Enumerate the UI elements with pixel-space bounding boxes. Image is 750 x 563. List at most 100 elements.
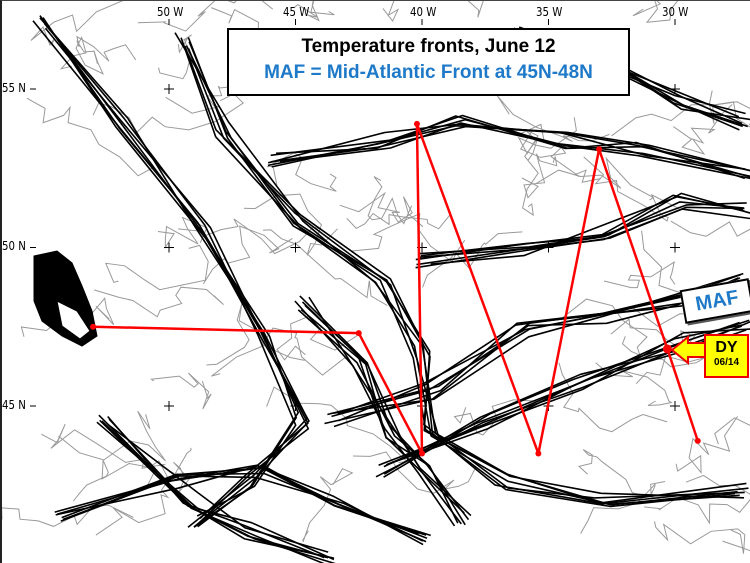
grid-cross [164, 242, 174, 253]
front-line [299, 295, 470, 521]
front-line [96, 421, 335, 561]
contour-line [137, 1, 274, 32]
title-line-2: MAF = Mid-Atlantic Front at 45N-48N [264, 62, 593, 83]
contour-line [76, 35, 137, 62]
contour-line [105, 244, 209, 291]
contour-line [302, 468, 354, 543]
contour-line [26, 97, 154, 177]
lon-label-30w: 30 W [662, 5, 689, 19]
front-line [267, 125, 750, 172]
front-line [101, 420, 325, 559]
grid-cross [290, 401, 301, 411]
contour-line [95, 460, 170, 536]
contour-line [243, 193, 338, 256]
lat-label-45n: 45 N [2, 398, 26, 412]
contour-line [58, 410, 167, 462]
current-position-marker [662, 344, 672, 354]
contour-line [673, 104, 733, 155]
contour-line [150, 372, 212, 410]
front-line [418, 208, 750, 259]
contour-line [346, 212, 450, 230]
contour-line [560, 298, 648, 356]
grid-cross [543, 242, 554, 253]
contour-line [93, 286, 224, 318]
front-line [44, 27, 309, 520]
front-line [294, 300, 456, 527]
front-line [108, 418, 335, 559]
track-point [355, 330, 362, 337]
contour-line [670, 220, 750, 237]
contour-line [73, 460, 157, 502]
contour-line [496, 95, 610, 142]
lon-label-50w: 50 W [157, 5, 184, 19]
front-line [279, 122, 750, 177]
contour-line [211, 327, 346, 377]
front-line [275, 115, 746, 180]
dy-date: 06/14 [713, 357, 740, 368]
track-point [413, 120, 420, 127]
contour-line [352, 451, 477, 494]
contour-line [20, 297, 115, 337]
contour-line [654, 521, 746, 554]
contour-line [158, 34, 192, 80]
grid-cross [670, 242, 680, 253]
contour-line [577, 449, 660, 500]
newfoundland-peninsula [56, 300, 91, 340]
front-line [99, 419, 329, 559]
contour-line [632, 1, 679, 23]
contour-line [367, 176, 413, 225]
contour-line [517, 117, 577, 161]
contour-line [685, 474, 750, 495]
grid-cross [670, 401, 680, 411]
dy-callout: DY 06/14 [704, 334, 749, 378]
lat-label-55n: 55 N [2, 81, 26, 95]
grid-cross [164, 84, 174, 94]
contour-line [262, 229, 388, 306]
track-point [90, 323, 97, 330]
front-line [39, 17, 308, 528]
lon-label-35w: 35 W [536, 5, 563, 19]
front-line [418, 192, 750, 255]
contour-line [519, 130, 601, 183]
contour-line [517, 123, 545, 217]
front-line [184, 45, 747, 504]
front-line [415, 206, 745, 269]
contour-line [382, 1, 484, 23]
title-line-1: Temperature fronts, June 12 [301, 36, 556, 57]
contour-line [708, 90, 750, 128]
title-box: Temperature fronts, June 12 MAF = Mid-At… [227, 28, 630, 96]
lat-label-50n: 50 N [2, 239, 26, 253]
front-line [43, 23, 297, 517]
contour-line [266, 152, 337, 192]
contour-line [610, 318, 697, 351]
front-line [187, 37, 745, 499]
grid-cross [290, 242, 301, 253]
track-point [419, 450, 425, 457]
contour-line [339, 191, 424, 228]
contour-line [595, 362, 673, 406]
grid-cross [164, 401, 174, 411]
front-line [300, 308, 465, 514]
contour-line [603, 261, 676, 289]
track-point [694, 437, 701, 444]
front-line [187, 48, 749, 505]
lon-label-40w: 40 W [410, 5, 437, 19]
contour-line [583, 156, 680, 222]
dy-label: DY [715, 339, 738, 356]
contour-line [351, 212, 466, 263]
contour-line [293, 1, 335, 22]
contour-line [535, 156, 655, 201]
front-line [180, 37, 740, 506]
front-line [107, 423, 329, 553]
front-line [383, 319, 750, 478]
lon-label-45w: 45 W [283, 5, 310, 19]
track-point [535, 450, 542, 457]
front-line [304, 304, 462, 525]
front-line [430, 196, 744, 265]
contour-line [714, 417, 750, 445]
contour-line [644, 496, 750, 525]
contour-line [521, 153, 558, 199]
contour-line [276, 315, 362, 361]
front-line [416, 201, 745, 266]
